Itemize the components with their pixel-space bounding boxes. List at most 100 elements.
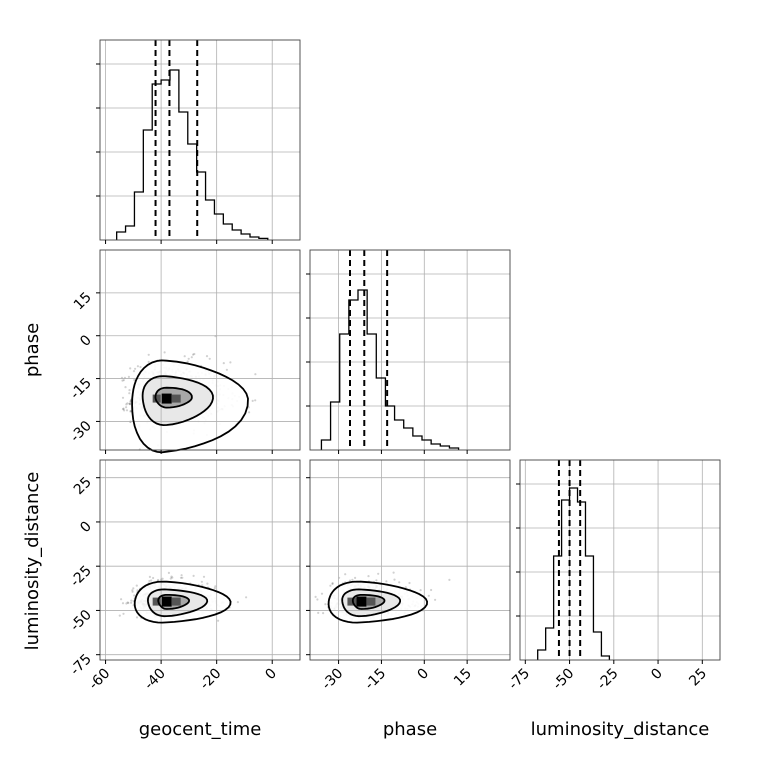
scatter-point <box>404 586 407 589</box>
scatter-point <box>129 403 132 406</box>
scatter-point <box>190 356 193 359</box>
scatter-point <box>150 579 153 582</box>
scatter-point <box>161 577 164 580</box>
xtick-label-luminosity-distance: 0 <box>648 666 666 684</box>
ytick-label-luminosity-distance: -75 <box>67 651 94 678</box>
frame-layer <box>99 39 721 661</box>
scatter-point <box>132 370 136 373</box>
contour-line <box>154 386 193 409</box>
xtick-label-geocent-time: -20 <box>197 666 224 693</box>
scatter-point <box>236 601 239 604</box>
xtick-label-phase: 15 <box>451 666 475 690</box>
scatter-point <box>133 594 136 597</box>
scatter-point <box>121 408 125 411</box>
scatter-point <box>179 576 183 579</box>
scatter-point <box>375 579 378 582</box>
xtick-label-geocent-time: 0 <box>262 666 280 684</box>
scatter-point <box>254 373 257 376</box>
scatter-point <box>167 571 170 575</box>
scatter-point <box>135 616 139 619</box>
scatter-point <box>129 410 132 413</box>
xtick-label-luminosity-distance: -25 <box>594 666 621 693</box>
density-cell <box>347 597 357 606</box>
scatter-point <box>317 611 320 615</box>
scatter-point <box>148 579 151 583</box>
scatter-point <box>121 379 124 382</box>
scatter-point <box>351 578 354 581</box>
scatter-point <box>133 378 136 382</box>
scatter-point <box>136 589 139 592</box>
scatter-point <box>181 576 184 579</box>
xtick-label-geocent-time: -40 <box>141 666 168 693</box>
ytick-label-phase: 0 <box>77 332 95 350</box>
scatter-point <box>322 612 325 615</box>
scatter-point <box>200 580 203 583</box>
scatter-point <box>122 612 125 615</box>
scatter-point <box>147 360 150 363</box>
scatter-point <box>248 411 251 414</box>
histogram-luminosity-distance <box>537 487 611 660</box>
scatter-point <box>131 590 134 593</box>
xlabel-luminosity-distance: luminosity_distance <box>531 719 710 740</box>
scatter-point <box>129 367 132 370</box>
ylabel-phase: phase <box>22 323 43 377</box>
xtick-label-geocent-time: -60 <box>86 666 113 693</box>
grid-layer <box>100 40 720 660</box>
scatter-point <box>128 402 131 405</box>
scatter-point <box>131 589 134 592</box>
ytick-label-phase: 15 <box>71 289 95 313</box>
scatter-point <box>208 357 211 360</box>
density-peak <box>356 596 367 607</box>
scatter-point <box>148 575 151 579</box>
ytick-label-phase: -15 <box>67 375 94 402</box>
xtick-label-luminosity-distance: -50 <box>550 666 577 693</box>
xtick-label-luminosity-distance: -75 <box>506 666 533 693</box>
xtick-label-phase: -15 <box>362 666 389 693</box>
histogram-layer <box>116 40 611 660</box>
panel-frame <box>309 459 511 661</box>
contour-line <box>141 375 214 427</box>
scatter-point <box>157 578 160 582</box>
scatter-point <box>125 406 128 409</box>
panel-frame <box>309 249 511 451</box>
scatter-point <box>344 573 347 576</box>
ytick-label-luminosity-distance: 25 <box>71 474 95 498</box>
scatter-point <box>430 588 433 592</box>
scatter-point <box>324 603 327 606</box>
scatter-point <box>125 409 129 412</box>
panel-frame <box>99 249 301 451</box>
ytick-label-phase: -30 <box>67 418 94 445</box>
scatter-point <box>392 571 395 574</box>
scatter-point <box>206 582 209 585</box>
scatter-point <box>314 595 317 599</box>
panel-frame <box>519 459 721 661</box>
scatter-point <box>202 575 206 578</box>
ylabel-luminosity-distance: luminosity_distance <box>22 472 43 651</box>
scatter-point <box>213 587 216 590</box>
histogram-geocent-time <box>116 69 269 240</box>
scatter-point <box>126 601 129 604</box>
scatter-point <box>130 601 133 604</box>
scatter-point <box>193 352 196 356</box>
scatter-point <box>316 598 319 601</box>
scatter-point <box>129 402 132 405</box>
density-cell <box>366 597 376 606</box>
contour-line <box>131 359 249 454</box>
scatter-point <box>245 596 248 599</box>
ytick-label-luminosity-distance: -50 <box>67 607 94 634</box>
scatter-point <box>171 576 174 579</box>
scatter-point <box>170 575 173 578</box>
scatter-point <box>129 400 132 403</box>
xtick-label-phase: -30 <box>319 666 346 693</box>
scatter-point <box>125 602 128 605</box>
scatter-point <box>129 400 132 403</box>
density-cell <box>171 394 181 403</box>
scatter-point <box>183 355 186 358</box>
scatter-point <box>377 572 380 575</box>
scatter-point <box>192 353 195 356</box>
scatter-point <box>163 351 166 354</box>
scatter-point <box>126 402 129 405</box>
scatter-point <box>329 584 332 587</box>
contour-line <box>157 594 191 610</box>
